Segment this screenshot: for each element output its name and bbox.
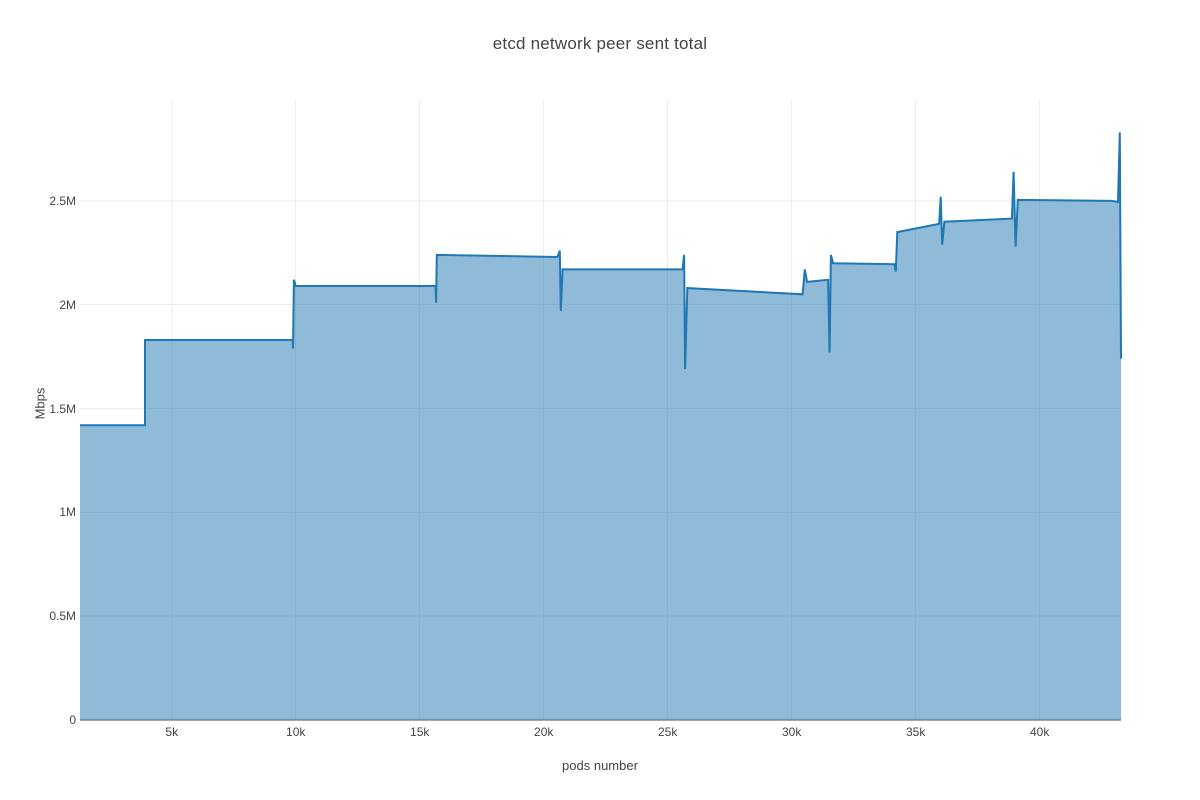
y-tick-label: 0.5M xyxy=(49,609,76,624)
x-tick-label: 30k xyxy=(782,725,802,739)
x-axis-title: pods number xyxy=(562,758,638,773)
y-tick-label: 1.5M xyxy=(49,401,76,416)
y-tick-label: 0 xyxy=(69,713,76,727)
series-area-fill xyxy=(80,132,1121,720)
y-tick-label: 2M xyxy=(59,297,76,312)
x-tick-label: 5k xyxy=(165,725,179,739)
chart-title: etcd network peer sent total xyxy=(492,34,708,53)
x-tick-label: 40k xyxy=(1029,725,1050,739)
x-tick-label: 35k xyxy=(905,725,926,739)
x-tick-label: 25k xyxy=(658,725,678,739)
x-tick-label: 10k xyxy=(286,725,306,739)
y-tick-label: 2.5M xyxy=(49,193,76,208)
y-axis-title: Mbps xyxy=(32,387,48,420)
y-tick-label: 1M xyxy=(59,505,76,520)
series-line xyxy=(80,132,1122,427)
x-tick-label: 20k xyxy=(534,725,554,739)
x-tick-label: 15k xyxy=(410,725,430,739)
